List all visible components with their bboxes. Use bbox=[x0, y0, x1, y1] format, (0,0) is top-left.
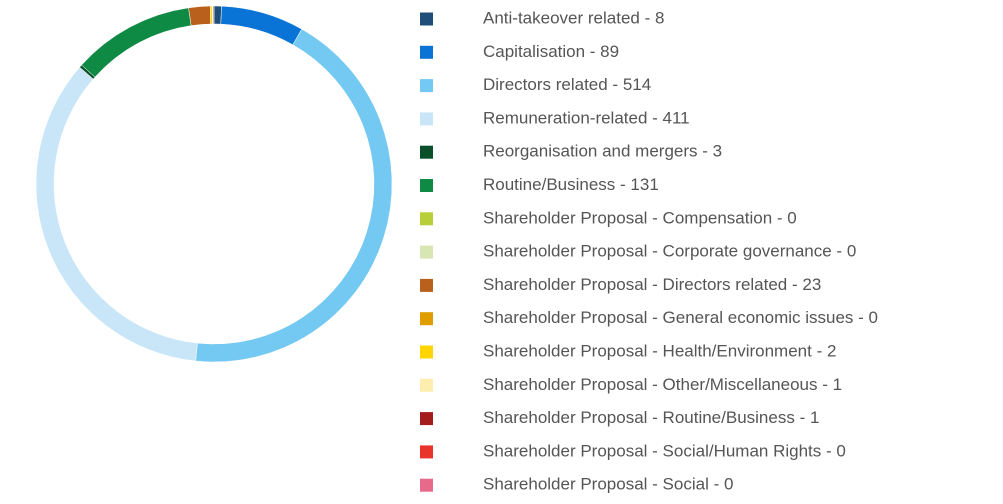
legend-swatch bbox=[420, 212, 433, 226]
donut-slice bbox=[35, 66, 198, 362]
donut-slice bbox=[188, 5, 211, 26]
legend-label: Reorganisation and mergers - 3 bbox=[483, 142, 722, 161]
legend-swatch bbox=[420, 45, 433, 59]
legend-label: Anti-takeover related - 8 bbox=[483, 8, 664, 27]
legend-swatch bbox=[420, 12, 433, 26]
legend-label: Shareholder Proposal - Social/Human Righ… bbox=[483, 441, 846, 460]
legend-label: Shareholder Proposal - Routine/Business … bbox=[483, 408, 819, 427]
legend-swatch bbox=[420, 145, 433, 159]
legend-swatch bbox=[420, 345, 433, 359]
legend-label: Capitalisation - 89 bbox=[483, 42, 619, 61]
legend-label: Shareholder Proposal - Directors related… bbox=[483, 275, 821, 294]
donut-slice bbox=[212, 5, 215, 25]
legend-swatch bbox=[420, 378, 433, 392]
legend-swatch bbox=[420, 278, 433, 292]
legend-label: Shareholder Proposal - Social - 0 bbox=[483, 475, 733, 494]
legend-swatch bbox=[420, 245, 433, 259]
legend-label: Directors related - 514 bbox=[483, 75, 651, 94]
legend-label: Shareholder Proposal - Compensation - 0 bbox=[483, 208, 797, 227]
legend-label: Routine/Business - 131 bbox=[483, 175, 659, 194]
legend-label: Shareholder Proposal - Health/Environmen… bbox=[483, 341, 836, 360]
legend-swatch bbox=[420, 478, 433, 492]
legend-swatch bbox=[420, 445, 433, 459]
legend-swatch bbox=[420, 412, 433, 426]
legend-swatch bbox=[420, 179, 433, 192]
donut-slice bbox=[213, 5, 222, 25]
donut-slice bbox=[81, 7, 192, 78]
legend-swatch bbox=[420, 312, 433, 326]
legend-label: Shareholder Proposal - Corporate governa… bbox=[483, 242, 856, 261]
donut-slice bbox=[220, 5, 303, 46]
legend-swatch bbox=[420, 79, 433, 93]
legend-label: Shareholder Proposal - Other/Miscellaneo… bbox=[483, 375, 842, 394]
donut-slice bbox=[195, 28, 393, 363]
legend-label: Remuneration-related - 411 bbox=[483, 108, 690, 127]
legend-label: Shareholder Proposal - General economic … bbox=[483, 308, 878, 327]
legend-swatch bbox=[420, 112, 433, 126]
